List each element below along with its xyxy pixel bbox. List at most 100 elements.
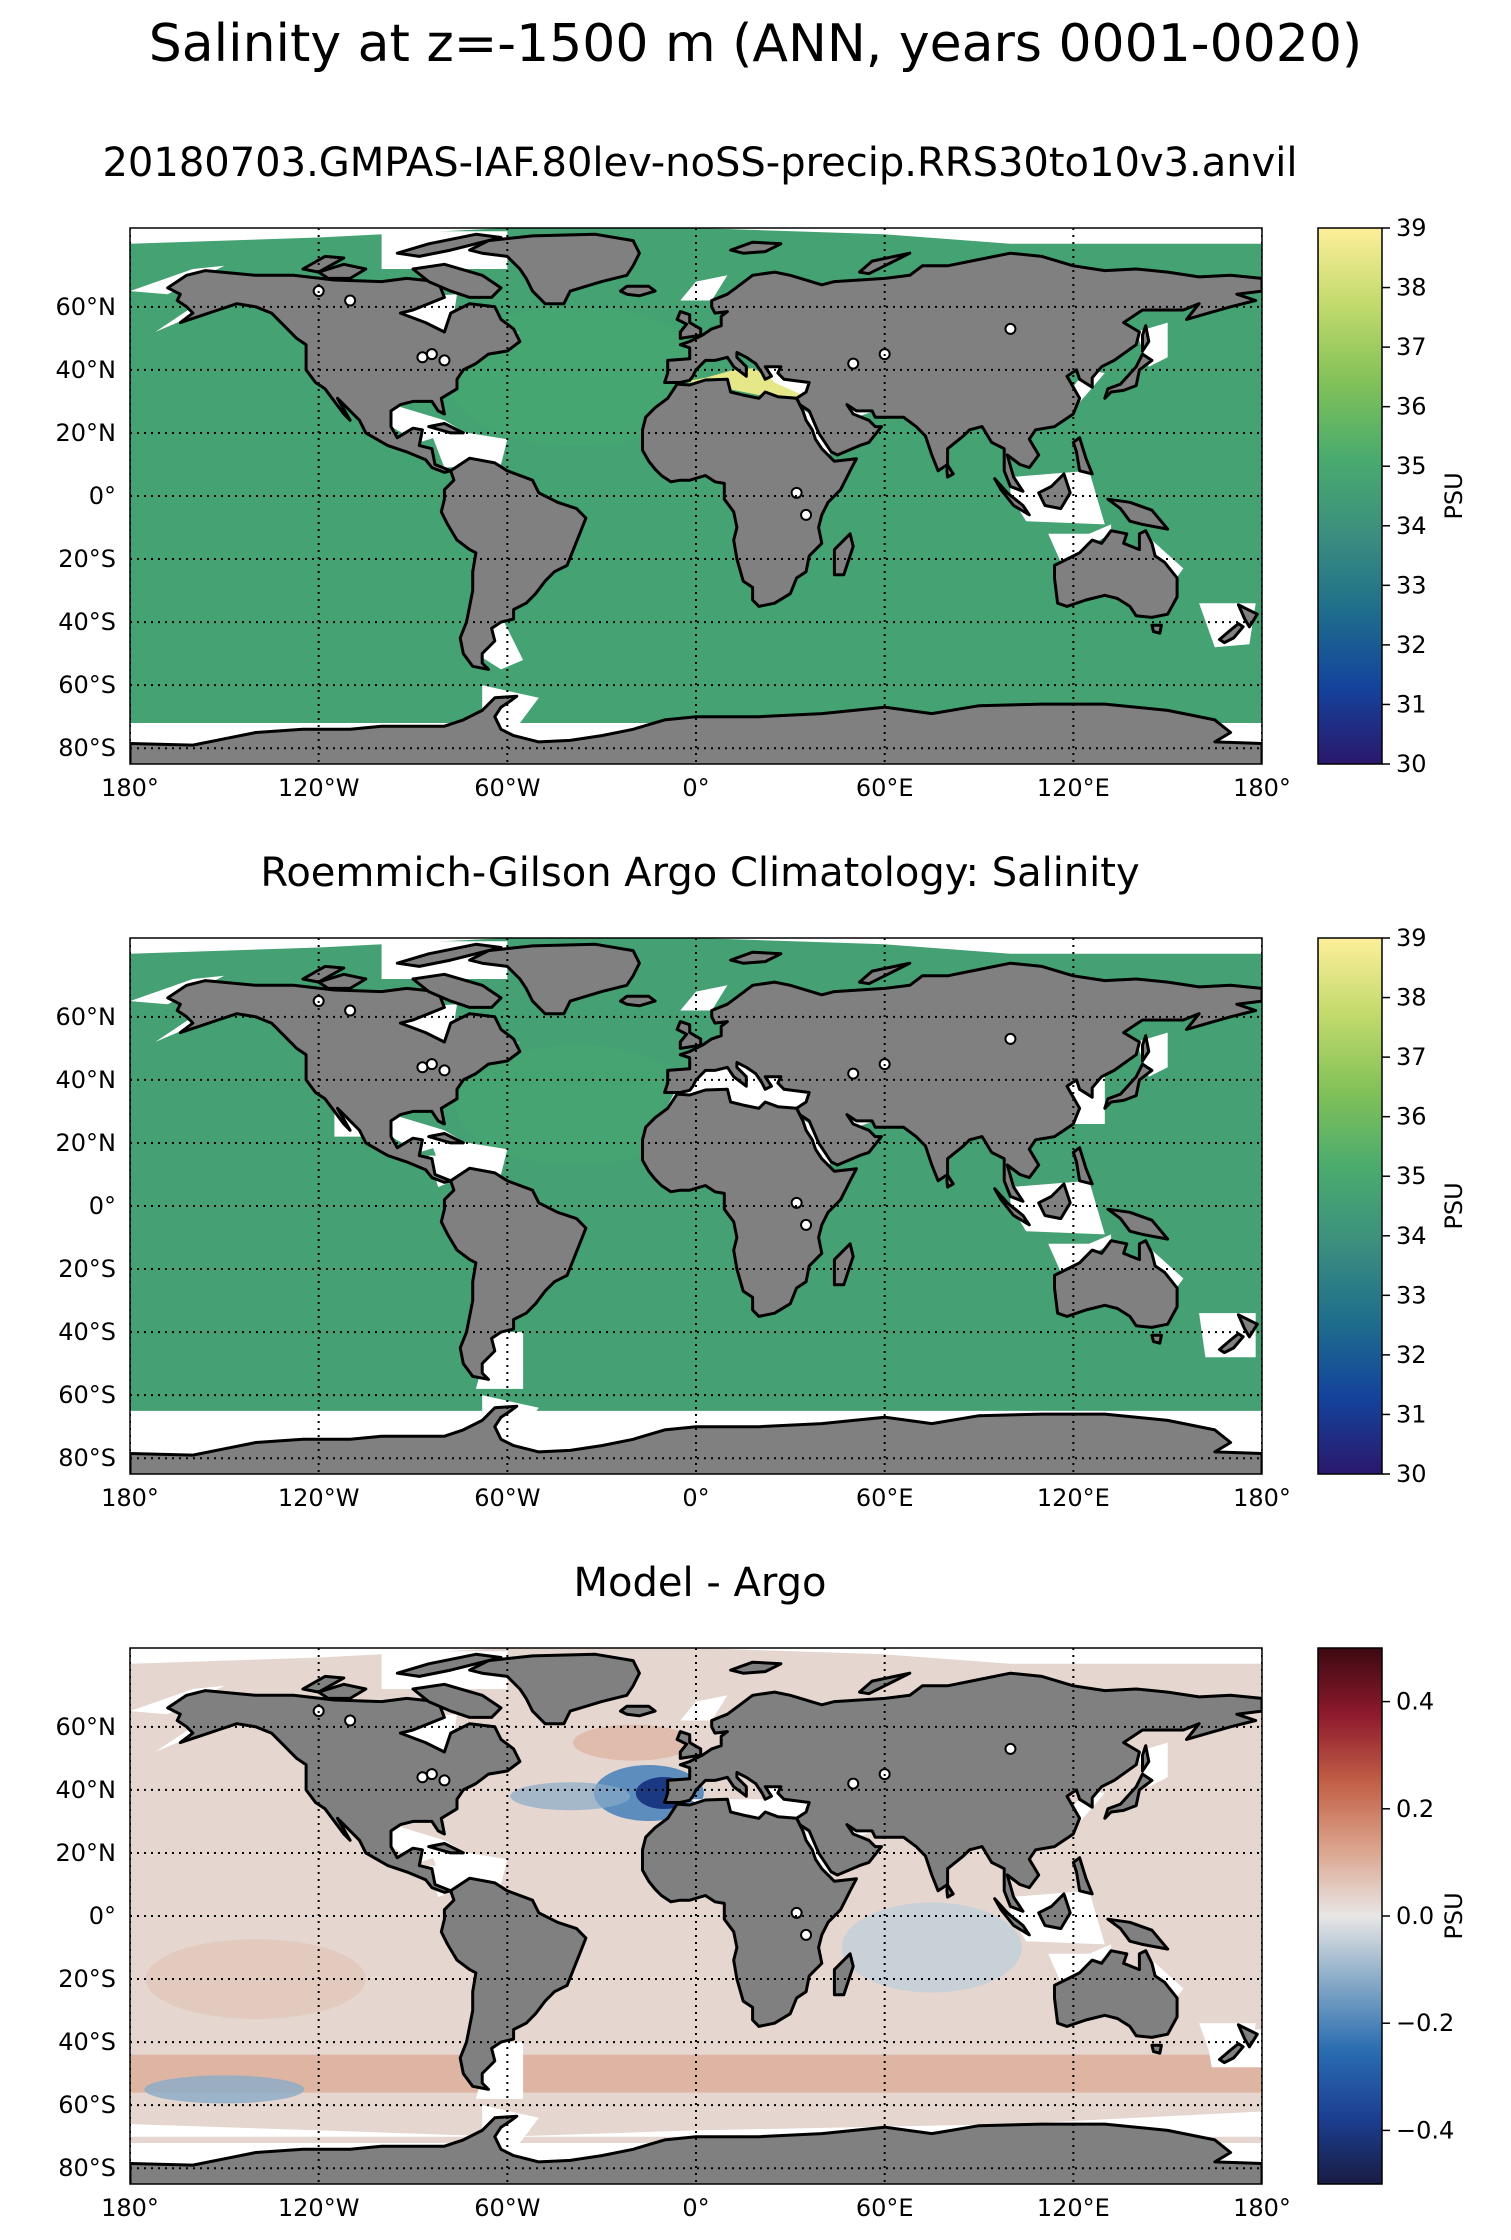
lake (790, 486, 803, 499)
land-south-america (439, 456, 588, 671)
land-eurasia (663, 251, 1262, 493)
no-data-region (1048, 524, 1112, 563)
land-new-zealand-s (1218, 1332, 1245, 1355)
colorbar-tick-label: 31 (1396, 690, 1427, 718)
land-madagascar (832, 1952, 855, 1997)
land-eurasia (663, 961, 1262, 1203)
colorbar-tick-label: 35 (1396, 452, 1427, 480)
x-tick-label: 60°E (856, 1484, 914, 1512)
y-tick-label: 20°N (56, 1839, 117, 1867)
land-australia (1053, 529, 1179, 619)
figure-title: Salinity at z=-1500 m (ANN, years 0001-0… (148, 14, 1363, 74)
x-tick-label: 180° (101, 1484, 159, 1512)
grid-lines (130, 1648, 1262, 2184)
map-area (130, 1648, 1262, 2184)
lake (1004, 322, 1017, 335)
land-tasmania (1150, 623, 1163, 635)
y-tick-label: 60°N (56, 1003, 117, 1031)
lake (847, 1777, 860, 1790)
land-philippines (1071, 1146, 1094, 1186)
land-eurasia (663, 1671, 1262, 1913)
colorbar (1317, 1647, 1383, 2185)
land-antarctica (130, 2114, 1262, 2184)
y-tick-label: 40°S (58, 2028, 116, 2056)
land-tasmania (1150, 2043, 1163, 2055)
lake (800, 1218, 813, 1231)
x-tick-label: 0° (682, 2194, 709, 2222)
land-borneo (1037, 1892, 1072, 1931)
map-area (130, 228, 1262, 764)
lake (847, 1067, 860, 1080)
land-arctic-isl-2 (301, 1674, 346, 1694)
southwest-pacific-anomaly (144, 2075, 305, 2104)
x-tick-label: 120°E (1037, 774, 1110, 802)
colorbar-tick-label: 36 (1396, 1103, 1427, 1131)
x-tick-label: 120°W (278, 1484, 360, 1512)
y-tick-label: 40°N (56, 1776, 117, 1804)
colorbar-tick-label: 30 (1396, 1460, 1427, 1488)
colorbar-label: PSU (1440, 1892, 1468, 1939)
x-tick-label: 60°W (474, 774, 540, 802)
map-area (130, 938, 1262, 1474)
y-tick-label: 40°S (58, 608, 116, 636)
land-new-zealand-s (1218, 2042, 1245, 2065)
land-cuba (427, 1132, 465, 1145)
land-cuba (427, 1842, 465, 1855)
y-tick-label: 80°S (58, 2154, 116, 2182)
x-tick-label: 180° (101, 774, 159, 802)
land-new-zealand-s (1218, 622, 1245, 645)
panel-1-plot: 180° 120°W 60°W 0° 60°E 120°E 180° 60°N 40°N 20°N… (56, 214, 1469, 802)
land-sakhalin (1141, 324, 1151, 353)
land-africa (641, 1087, 858, 1318)
land-iceland (619, 1704, 657, 1718)
land-africa (641, 1797, 858, 2028)
lake (438, 354, 451, 367)
lake (847, 357, 860, 370)
y-tick-label: 40°N (56, 356, 117, 384)
land-north-america (166, 979, 522, 1184)
no-data-region (1151, 1250, 1184, 1292)
lake (438, 1064, 451, 1077)
colorbar-label: PSU (1440, 472, 1468, 519)
lake (1004, 1032, 1017, 1045)
x-tick-label: 180° (1233, 1484, 1291, 1512)
panel-1-title: 20180703.GMPAS-IAF.80lev-noSS-precip.RRS… (102, 140, 1298, 186)
land-new-zealand-n (1236, 603, 1259, 629)
land-madagascar (832, 532, 855, 577)
land-sakhalin (1141, 1034, 1151, 1063)
land-baffin (411, 1682, 503, 1719)
land-great-britain (675, 1020, 703, 1050)
land-ellesmere (395, 942, 503, 968)
x-tick-label: 60°W (474, 2194, 540, 2222)
land-borneo (1037, 472, 1072, 511)
no-data-region (1151, 1960, 1184, 2002)
panel-3-title: Model - Argo (573, 1560, 827, 1606)
land-iceland (619, 284, 657, 298)
land-greenland (468, 232, 641, 306)
land-south-america (439, 1166, 588, 1381)
land-tasmania (1150, 1333, 1163, 1345)
y-tick-label: 0° (89, 1902, 116, 1930)
land-japan (1103, 1772, 1154, 1820)
y-tick-label: 60°N (56, 1713, 117, 1741)
no-data-region (1151, 540, 1184, 582)
lake (425, 1058, 438, 1071)
land-japan (1103, 1062, 1154, 1110)
land-australia (1053, 1239, 1179, 1329)
land-greenland (468, 942, 641, 1016)
colorbar-tick-label: 38 (1396, 984, 1427, 1012)
colorbar-tick-label: 35 (1396, 1162, 1427, 1190)
y-tick-label: 20°S (58, 545, 116, 573)
land-great-britain (675, 1730, 703, 1760)
indian-ocean-anomaly (841, 1902, 1022, 1993)
land-new-zealand-n (1236, 2023, 1259, 2049)
land-philippines (1071, 1856, 1094, 1896)
land-baffin (411, 972, 503, 1009)
colorbar-tick-label: 0.4 (1396, 1688, 1434, 1716)
land-sri-lanka (945, 1883, 955, 1899)
land-svalbard (729, 950, 783, 965)
y-tick-label: 20°N (56, 1129, 117, 1157)
lake (344, 1004, 357, 1017)
land-madagascar (832, 1242, 855, 1287)
land-arctic-isl-1 (317, 262, 368, 280)
